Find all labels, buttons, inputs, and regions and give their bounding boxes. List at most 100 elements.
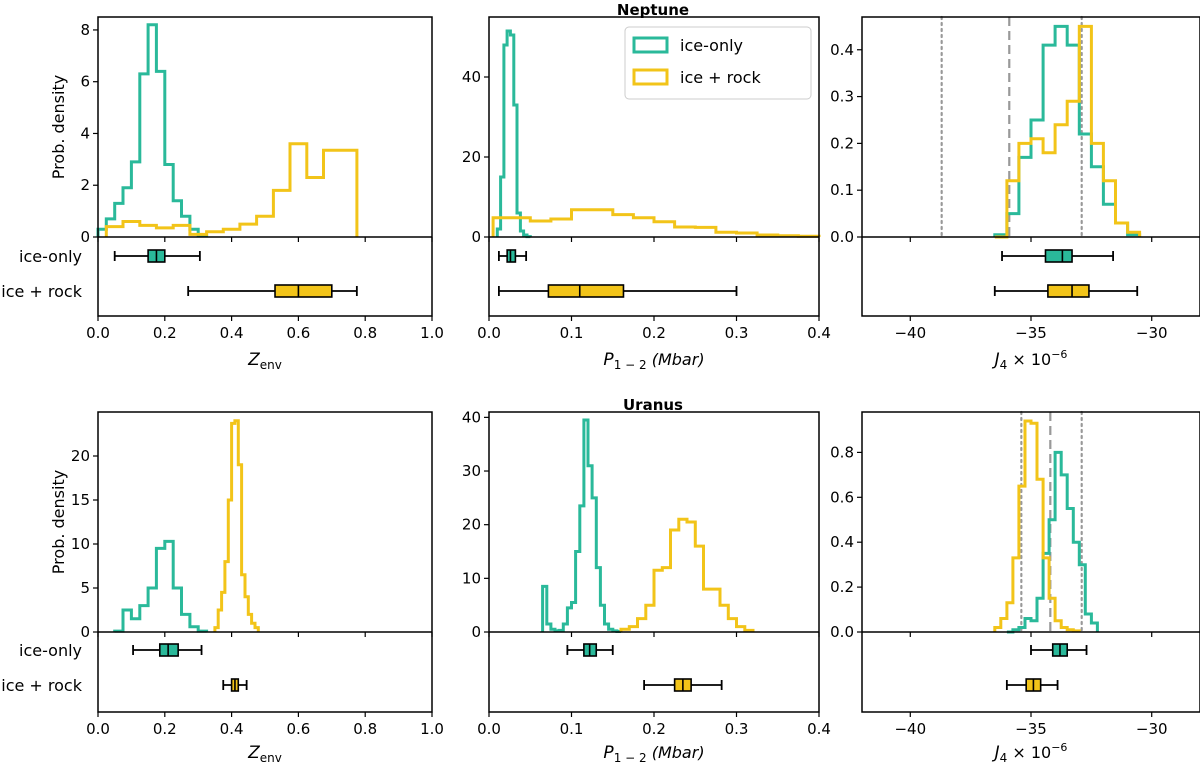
x-tick-label: −30 [1136,324,1168,342]
x-tick-label: 1.0 [420,720,444,738]
histogram-ice-only [495,29,532,239]
y-axis-label: Prob. density [49,470,68,574]
axes-frame [861,411,1200,713]
y-tick-label: 0.1 [830,181,854,199]
box-row-label: ice-only [19,641,82,660]
axes-frame [861,16,1200,317]
y-tick-label: 0.4 [830,41,854,59]
x-tick-label: 0.3 [725,324,749,342]
x-tick-label: 0.4 [220,720,244,738]
box-row-label: ice + rock [1,282,82,301]
panel-neptune-z: 0 2 4 6 8 0.0 0.2 0.4 0.6 0.8 1.0 Prob. density ice-… [1,16,444,372]
x-axis-label: Zenv [247,350,282,372]
box-row-label: ice-only [19,247,82,266]
box-ice-rock-iqr [547,284,625,298]
histogram-ice-only [993,24,1142,237]
x-axis-label: J4 × 10−6 [992,741,1068,764]
row-title-neptune: Neptune [617,1,689,19]
x-tick-label: 0.1 [560,324,584,342]
x-tick-label: 0.4 [807,720,831,738]
box-row-label: ice + rock [1,676,82,695]
x-axis-label: J4 × 10−6 [992,348,1068,372]
y-tick-label: 20 [462,516,481,534]
legend-swatch [632,36,669,54]
y-tick-label: 30 [462,462,481,480]
y-tick-label: 0 [80,228,90,246]
y-tick-label: 0.3 [830,88,854,106]
x-tick-label: 0.6 [286,324,310,342]
y-tick-label: 0 [471,228,481,246]
panel-neptune-p: 0 20 40 0.0 0.1 0.2 0.3 0.4 P1 − 2 (Mbar) ice-onl… [462,16,831,372]
x-tick-label: −40 [894,324,926,342]
y-tick-label: 10 [462,569,481,587]
y-tick-label: 0 [471,623,481,641]
box-ice-rock-iqr [1047,284,1090,298]
y-tick-label: 0.2 [830,578,854,596]
x-axis-label: P1 − 2 (Mbar) [603,350,704,372]
y-tick-label: 15 [71,491,90,509]
x-tick-label: −30 [1136,720,1168,738]
x-tick-label: 0.2 [642,720,666,738]
x-tick-label: 0.1 [560,720,584,738]
y-tick-label: 10 [71,535,90,553]
x-tick-label: −35 [1015,720,1047,738]
panels: 0 2 4 6 8 0.0 0.2 0.4 0.6 0.8 1.0 Prob. density ice-… [1,15,1200,764]
histogram-ice-rock [213,419,260,632]
histogram-ice-rock [491,208,821,238]
y-tick-label: 8 [80,21,90,39]
x-tick-label: 0.3 [725,720,749,738]
histogram-ice-only [96,23,209,238]
x-tick-label: 0.0 [477,324,501,342]
box-ice-only-iqr [1044,249,1073,263]
legend-frame [624,26,812,100]
histogram-ice-rock [104,142,359,237]
y-tick-label: 20 [71,447,90,465]
box-ice-only-iqr [506,249,517,263]
x-tick-label: 0.0 [86,324,110,342]
y-tick-label: 40 [462,68,481,86]
y-tick-label: 20 [462,148,481,166]
y-tick-label: 0.8 [830,443,854,461]
histogram-ice-rock [994,24,1142,239]
box-ice-only-iqr [158,643,179,657]
histogram-ice-rock [619,517,755,632]
x-tick-label: 0.8 [353,324,377,342]
row-title-uranus: Uranus [623,396,683,414]
histogram-ice-rock [993,419,1081,633]
x-tick-label: 0.6 [286,720,310,738]
y-tick-label: 0.4 [830,533,854,551]
x-tick-label: 0.4 [807,324,831,342]
x-tick-label: 0.2 [153,720,177,738]
y-tick-label: 0.0 [830,623,854,641]
legend-label: ice-only [680,36,743,55]
x-axis-label: P1 − 2 (Mbar) [603,743,704,764]
axes-frame [97,16,433,317]
x-tick-label: 1.0 [420,324,444,342]
x-tick-label: −40 [894,720,926,738]
histogram-ice-only [113,539,209,633]
y-tick-label: 0.0 [830,228,854,246]
x-tick-label: 0.2 [153,324,177,342]
histogram-ice-only [1006,450,1099,634]
panel-neptune-j: 0.0 0.1 0.2 0.3 0.4 −40 −35 −30 J4 × 10−6 [830,15,1200,372]
x-tick-label: 0.2 [642,324,666,342]
box-ice-rock-iqr [274,284,333,298]
x-tick-label: −35 [1015,324,1047,342]
legend: ice-only ice + rock [624,26,812,100]
legend-swatch [632,68,669,86]
y-tick-label: 6 [80,73,90,91]
axes-frame [488,411,820,713]
y-tick-label: 4 [80,124,90,142]
panel-uranus-j: 0.0 0.2 0.4 0.6 0.8 −40 −35 −30 J4 × 10−6 [830,410,1200,764]
y-tick-label: 5 [80,579,90,597]
y-tick-label: 0.6 [830,488,854,506]
x-axis-label: Zenv [247,743,282,764]
histogram-ice-only [541,418,623,633]
panel-uranus-z: 0 5 10 15 20 0.0 0.2 0.4 0.6 0.8 1.0 Prob. density i… [1,411,444,764]
x-tick-label: 0.0 [477,720,501,738]
y-tick-label: 0.2 [830,134,854,152]
panel-uranus-p: 0 10 20 30 40 0.0 0.1 0.2 0.3 0.4 P1 − 2 (Mbar) [462,408,831,764]
y-tick-label: 0 [80,623,90,641]
x-tick-label: 0.0 [86,720,110,738]
